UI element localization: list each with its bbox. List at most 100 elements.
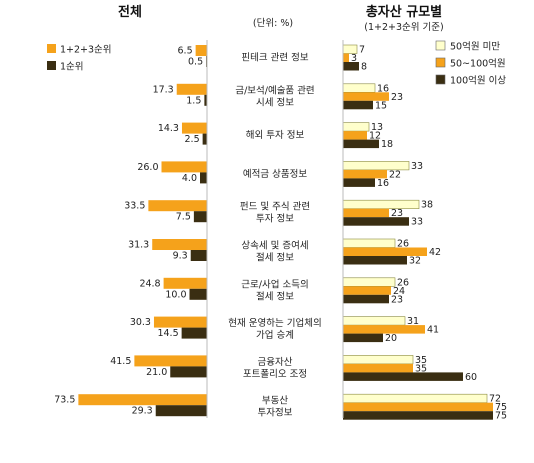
right-bar-50to100	[343, 169, 387, 179]
right-data-label: 23	[391, 208, 403, 219]
category-label-line: 투자정보	[258, 408, 293, 419]
left-data-label: 2.5	[185, 134, 200, 145]
left-data-label: 0.5	[188, 57, 203, 68]
right-legend-swatch	[435, 74, 446, 85]
right-data-label: 15	[375, 100, 387, 111]
right-data-label: 3	[351, 53, 357, 64]
left-data-label: 24.8	[139, 278, 160, 289]
right-bars: 7381623151312183322163823332642322624233…	[342, 45, 507, 422]
right-bar-over100	[343, 333, 383, 343]
right-bar-under50	[342, 393, 488, 404]
left-bar-rank1	[190, 250, 207, 261]
right-bar-over100	[343, 100, 373, 110]
left-data-label: 30.3	[130, 317, 151, 328]
left-bars: 6.50.5 17.3 1.5 14.3 2.5 26.0 4.0 33.5 7.5 31.3 9.…	[54, 45, 207, 417]
right-bar-50to100	[343, 325, 425, 334]
right-data-label: 24	[393, 286, 405, 297]
right-bar-over100	[343, 294, 389, 304]
right-data-label: 33	[411, 161, 423, 172]
right-bar-50to100	[343, 208, 389, 218]
right-legend-label: 50억원 미만	[450, 41, 500, 53]
category-label: 예적금 상품정보	[243, 168, 307, 180]
right-data-label: 75	[495, 411, 507, 422]
left-legend-swatch	[47, 61, 56, 70]
left-bar-top3	[163, 277, 207, 289]
left-legend-label: 1순위	[60, 61, 84, 73]
unit-note: (단위: %)	[253, 17, 293, 29]
category-label-line: 현재 운영하는 기업체의	[228, 317, 321, 329]
category-label-line: 핀테크 관련 정보	[241, 53, 308, 64]
right-legend-swatch	[435, 40, 446, 51]
right-data-label: 35	[415, 363, 427, 374]
right-bar-50to100	[343, 247, 427, 256]
category-label: 금/보석/예술품 관련 시세 정보	[235, 85, 314, 108]
category-label-line: 펀드 및 주식 관련	[240, 201, 310, 213]
category-label-line: 금융자산	[258, 357, 293, 368]
right-legend-swatch	[435, 57, 446, 68]
right-bar-over100	[343, 411, 493, 420]
left-bar-top3	[176, 83, 207, 95]
left-bar-top3	[153, 316, 207, 328]
right-data-label: 23	[391, 92, 403, 103]
right-bar-over100	[343, 372, 463, 381]
left-bar-top3	[78, 394, 207, 406]
left-data-label: 10.0	[165, 289, 186, 300]
right-legend: 50억원 미만 50~100억원 100억원 이상	[435, 40, 506, 87]
right-chart-subtitle: (1+2+3순위 기준)	[364, 21, 443, 33]
left-data-label: 33.5	[124, 201, 145, 212]
right-data-label: 60	[465, 372, 477, 383]
left-data-label: 14.3	[158, 123, 179, 134]
right-data-label: 33	[411, 217, 423, 228]
right-bar-under50	[342, 238, 396, 248]
left-bar-top3	[181, 122, 207, 134]
right-bar-over100	[343, 217, 409, 226]
left-data-label: 14.5	[157, 328, 178, 339]
right-data-label: 20	[385, 333, 397, 344]
right-data-label: 13	[371, 122, 383, 133]
right-legend-label: 50~100억원	[450, 58, 506, 70]
right-data-label: 38	[421, 200, 433, 211]
category-label-line: 예적금 상품정보	[243, 168, 307, 180]
right-bar-under50	[342, 355, 414, 365]
left-bar-rank1	[202, 133, 207, 145]
right-data-label: 23	[391, 294, 403, 305]
right-data-label: 8	[361, 62, 367, 73]
left-bar-rank1	[181, 327, 207, 339]
right-bar-50to100	[343, 92, 389, 101]
left-data-label: 41.5	[110, 356, 131, 367]
right-bar-50to100	[343, 363, 413, 373]
left-bar-top3	[161, 161, 207, 173]
right-bar-over100	[343, 139, 379, 149]
right-data-label: 31	[407, 316, 419, 327]
left-chart-title: 전체	[118, 4, 142, 20]
category-label-line: 가업 승계	[256, 329, 294, 341]
right-data-label: 35	[415, 355, 427, 366]
right-data-label: 26	[397, 277, 409, 288]
category-label: 해외 투자 정보	[246, 129, 305, 141]
category-label-line: 절세 정보	[256, 290, 294, 302]
left-bar-rank1	[155, 405, 207, 417]
category-label: 근로/사업 소득의 절세 정보	[241, 278, 308, 302]
category-label: 현재 운영하는 기업체의 가업 승계	[228, 317, 321, 341]
left-legend-label: 1+2+3순위	[60, 44, 112, 56]
category-label-line: 포트폴리오 조정	[243, 369, 307, 380]
left-data-label: 73.5	[54, 395, 75, 406]
right-bar-under50	[342, 277, 396, 287]
right-chart-title: 총자산 규모별	[366, 4, 442, 20]
right-bar-50to100	[343, 286, 391, 295]
category-label-line: 금/보석/예술품 관련	[235, 85, 314, 96]
right-bar-under50	[342, 122, 370, 132]
left-bar-rank1	[193, 211, 207, 223]
left-legend: 1+2+3순위 1순위	[47, 44, 112, 73]
left-bar-top3	[134, 355, 207, 367]
category-label: 부동산 투자정보	[258, 396, 293, 419]
category-label: 상속세 및 증여세 절세 정보	[241, 240, 308, 264]
right-bar-50to100	[343, 53, 349, 62]
right-data-label: 72	[489, 394, 501, 405]
category-label-line: 절세 정보	[256, 252, 294, 264]
right-data-label: 16	[377, 83, 389, 94]
right-bar-under50	[342, 83, 376, 93]
category-label-line: 상속세 및 증여세	[241, 240, 308, 252]
left-bar-rank1	[204, 94, 207, 106]
